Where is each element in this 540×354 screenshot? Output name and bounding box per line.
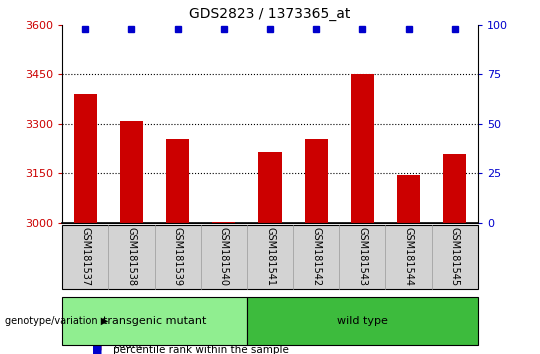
Text: GSM181542: GSM181542 [311,227,321,286]
Bar [212,222,235,223]
Bar [73,94,97,223]
Bar [305,139,328,223]
Text: GSM181543: GSM181543 [357,227,367,286]
Bar [351,74,374,223]
Text: GSM181538: GSM181538 [126,227,137,286]
Text: GSM181537: GSM181537 [80,227,90,286]
Text: ■: ■ [92,345,102,354]
Bar [397,175,420,223]
Text: GSM181544: GSM181544 [403,227,414,286]
Bar [259,152,281,223]
Text: GSM181545: GSM181545 [450,227,460,286]
Title: GDS2823 / 1373365_at: GDS2823 / 1373365_at [190,7,350,21]
Text: wild type: wild type [337,316,388,326]
Text: transgenic mutant: transgenic mutant [103,316,206,326]
Text: GSM181540: GSM181540 [219,227,229,286]
Bar [120,121,143,223]
Text: GSM181541: GSM181541 [265,227,275,286]
Text: percentile rank within the sample: percentile rank within the sample [113,345,289,354]
Text: GSM181539: GSM181539 [173,227,183,286]
Text: ■: ■ [92,340,102,350]
Bar [166,139,189,223]
Text: count: count [113,340,143,350]
Text: genotype/variation ▶: genotype/variation ▶ [5,316,109,326]
Bar [443,154,467,223]
